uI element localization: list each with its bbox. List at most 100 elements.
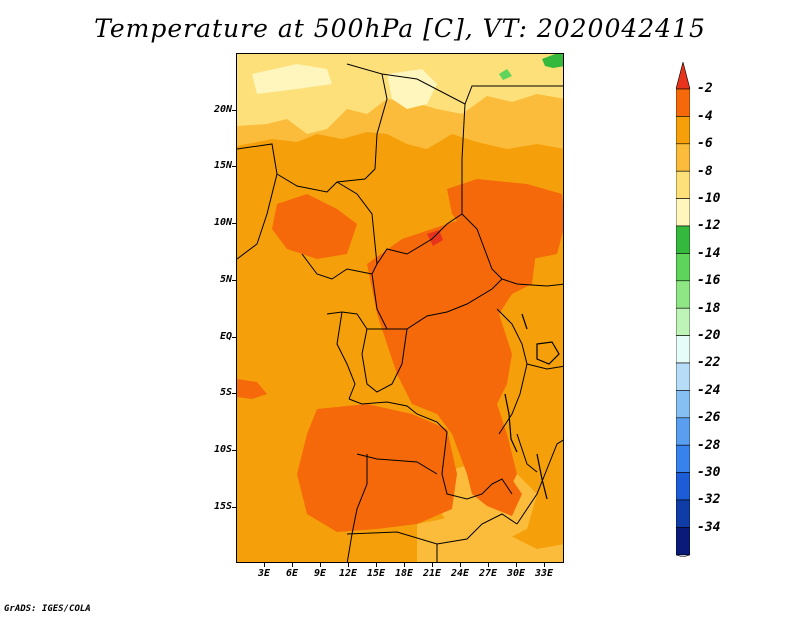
colorbar-segment — [676, 444, 690, 473]
border-line — [326, 311, 387, 330]
lat-tick — [232, 450, 236, 451]
contour-region-minus2-spot — [427, 230, 443, 246]
colorbar-segment — [676, 472, 690, 501]
colorbar-label: -10 — [697, 191, 721, 206]
lon-label: 6E — [285, 568, 299, 579]
lat-tick — [232, 223, 236, 224]
lat-label: 5N — [219, 274, 232, 285]
contour-region-minus4-north-central — [272, 194, 357, 259]
lon-tick — [460, 563, 461, 567]
border-line — [346, 63, 563, 105]
lon-tick — [432, 563, 433, 567]
border-line — [526, 363, 563, 370]
colorbar-segment — [676, 198, 690, 227]
lat-tick — [232, 280, 236, 281]
colorbar-label: -26 — [697, 410, 721, 425]
colorbar-segment — [676, 280, 690, 309]
lake-malawi — [536, 453, 548, 500]
contour-region-minus4-northeast — [447, 179, 563, 259]
lon-tick — [348, 563, 349, 567]
colorbar-top-arrow — [676, 62, 690, 90]
chart-title: Temperature at 500hPa [C], VT: 202004241… — [94, 14, 706, 43]
colorbar-label: -6 — [697, 136, 713, 151]
colorbar-label: -12 — [697, 218, 721, 233]
colorbar-label: -30 — [697, 465, 721, 480]
colorbar-segment — [676, 88, 690, 117]
colorbar-label: -18 — [697, 301, 721, 316]
border-line — [346, 513, 518, 545]
colorbar-segment — [676, 499, 690, 528]
border-line — [336, 311, 356, 400]
map-plot-area — [236, 53, 564, 563]
contour-region-minus12-north — [387, 69, 437, 109]
colorbar-bottom-arrow — [676, 554, 690, 557]
border-line — [348, 398, 513, 500]
lake-albert — [521, 313, 528, 330]
lat-tick — [232, 110, 236, 111]
contour-region-minus4-central — [367, 219, 537, 494]
lon-label: 24E — [450, 568, 470, 579]
colorbar-segment — [676, 116, 690, 145]
border-line — [301, 253, 373, 280]
lon-tick — [264, 563, 265, 567]
colorbar-label: -28 — [697, 438, 721, 453]
colorbar-label: -4 — [697, 109, 713, 124]
colorbar-segment — [676, 253, 690, 282]
colorbar-segment — [676, 390, 690, 419]
country-borders — [237, 63, 563, 562]
colorbar-segment — [676, 307, 690, 336]
colorbar-segment — [676, 417, 690, 446]
lat-label: 15S — [213, 501, 232, 512]
colorbar-label: -8 — [697, 164, 713, 179]
temperature-map — [237, 54, 563, 562]
border-line — [336, 181, 378, 265]
lon-label: 33E — [534, 568, 554, 579]
border-line — [346, 454, 368, 562]
lake-victoria — [536, 341, 560, 365]
colorbar-segment — [676, 527, 690, 556]
border-line — [371, 103, 466, 330]
lat-tick — [232, 507, 236, 508]
contour-region-minus4-southeast — [467, 472, 522, 516]
colorbar-label: -24 — [697, 383, 721, 398]
colorbar-label: -32 — [697, 492, 721, 507]
lon-label: 18E — [394, 568, 414, 579]
lon-tick — [320, 563, 321, 567]
colorbar-segment — [676, 225, 690, 254]
grads-credit: GrADS: IGES/COLA — [4, 604, 91, 614]
colorbar-segment — [676, 335, 690, 364]
colorbar-label: -16 — [697, 273, 721, 288]
border-line — [237, 173, 278, 260]
colorbar-label: -14 — [697, 246, 721, 261]
lat-label: 5S — [219, 387, 232, 398]
lon-label: 9E — [313, 568, 327, 579]
colorbar-label: -20 — [697, 328, 721, 343]
lon-label: 15E — [366, 568, 386, 579]
lat-label: EQ — [219, 331, 232, 342]
lon-label: 12E — [338, 568, 358, 579]
lon-tick — [516, 563, 517, 567]
contour-region-minus4-southwest — [297, 404, 457, 532]
colorbar — [676, 62, 690, 557]
lon-tick — [488, 563, 489, 567]
lon-label: 27E — [478, 568, 498, 579]
lon-label: 21E — [422, 568, 442, 579]
lat-tick — [232, 166, 236, 167]
lake-tanganyika — [504, 393, 518, 453]
lon-tick — [404, 563, 405, 567]
lat-tick — [232, 337, 236, 338]
border-line — [516, 439, 563, 525]
colorbar-label: -2 — [697, 81, 713, 96]
lat-label: 10S — [213, 444, 232, 455]
lon-label: 3E — [257, 568, 271, 579]
lon-label: 30E — [506, 568, 526, 579]
contour-region-minus4-west-coast — [237, 379, 267, 399]
contour-region-minus8-south — [417, 514, 563, 562]
lat-label: 15N — [213, 160, 232, 171]
lat-label: 20N — [213, 104, 232, 115]
lon-tick — [376, 563, 377, 567]
colorbar-label: -34 — [697, 520, 721, 535]
border-line — [516, 433, 538, 473]
lat-tick — [232, 393, 236, 394]
lon-tick — [544, 563, 545, 567]
